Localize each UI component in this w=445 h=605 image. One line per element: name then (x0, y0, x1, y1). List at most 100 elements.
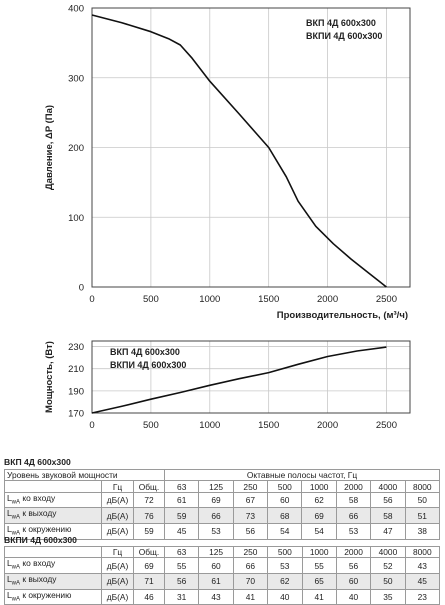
row-unit: дБ(А) (102, 492, 134, 508)
x-tick-label: 1500 (258, 420, 279, 431)
x-tick-label: 2500 (376, 294, 397, 305)
y-axis-label: Мощность, (Вт) (44, 341, 55, 413)
table-header-row: Уровень звуковой мощности Октавные полос… (5, 470, 440, 481)
table-cell: 23 (405, 589, 439, 605)
y-tick-label: 400 (68, 4, 84, 15)
series-line (92, 15, 386, 287)
table-cell: 56 (336, 558, 370, 574)
header-cell: 250 (233, 547, 267, 558)
table-cell: 56 (371, 492, 405, 508)
header-cell: 500 (268, 481, 302, 492)
row-label: LwA к выходу (5, 508, 102, 524)
y-axis-label: Давление, ΔP (Па) (44, 105, 55, 190)
table-cell: 59 (134, 524, 165, 540)
table-cell: 43 (199, 589, 233, 605)
row-label: LwA ко входу (5, 558, 102, 574)
table-cell: 70 (233, 574, 267, 590)
header-cell: 2000 (336, 481, 370, 492)
table-cell: 60 (268, 492, 302, 508)
table-cell: 66 (233, 558, 267, 574)
table-cell: 40 (336, 589, 370, 605)
y-tick-label: 190 (68, 386, 84, 397)
x-tick-label: 1000 (199, 294, 220, 305)
x-tick-label: 2000 (317, 294, 338, 305)
row-unit: дБ(А) (102, 508, 134, 524)
x-tick-label: 500 (143, 420, 159, 431)
header-cell: 4000 (371, 481, 405, 492)
header-sound-power: Уровень звуковой мощности (5, 470, 165, 481)
header-cell: 1000 (302, 547, 336, 558)
table-cell: 58 (336, 492, 370, 508)
table-cell: 69 (134, 558, 165, 574)
table-cell: 67 (233, 492, 267, 508)
y-tick-label: 210 (68, 364, 84, 375)
x-tick-label: 0 (89, 294, 94, 305)
header-cell: 63 (165, 547, 199, 558)
table-cell: 53 (336, 524, 370, 540)
table-title-vkpi: ВКПИ 4Д 600х300 (4, 535, 77, 545)
legend-entry: ВКПИ 4Д 600х300 (110, 360, 186, 370)
table-cell: 51 (405, 508, 439, 524)
y-tick-label: 200 (68, 143, 84, 154)
header-cell: 8000 (405, 481, 439, 492)
table-cell: 53 (199, 524, 233, 540)
x-tick-label: 1000 (199, 420, 220, 431)
legend-entry: ВКПИ 4Д 600х300 (306, 31, 382, 41)
table-cell: 69 (199, 492, 233, 508)
header-cell: Общ. (134, 481, 165, 492)
legend-entry: ВКП 4Д 600х300 (110, 347, 180, 357)
x-tick-label: 500 (143, 294, 159, 305)
table-cell: 35 (371, 589, 405, 605)
table-cell: 58 (371, 508, 405, 524)
y-tick-label: 300 (68, 73, 84, 84)
header-cell: 1000 (302, 481, 336, 492)
row-unit: дБ(А) (102, 589, 134, 605)
x-tick-label: 2000 (317, 420, 338, 431)
table-title-vkp: ВКП 4Д 600х300 (4, 457, 71, 467)
table-cell: 56 (165, 574, 199, 590)
x-tick-label: 1500 (258, 294, 279, 305)
table-cell: 31 (165, 589, 199, 605)
row-unit: дБ(А) (102, 574, 134, 590)
table-cell: 55 (165, 558, 199, 574)
table-cell: 71 (134, 574, 165, 590)
header-cell: 63 (165, 481, 199, 492)
table-cell: 55 (302, 558, 336, 574)
table-cell: 50 (405, 492, 439, 508)
header-cell: 8000 (405, 547, 439, 558)
x-axis-label: Производительность, (м³/ч) (277, 310, 408, 321)
table-cell: 59 (165, 508, 199, 524)
table-cell: 73 (233, 508, 267, 524)
header-cell (5, 547, 102, 558)
table-cell: 65 (302, 574, 336, 590)
table-cell: 61 (165, 492, 199, 508)
row-label: LwA к окружению (5, 589, 102, 605)
table-cell: 66 (336, 508, 370, 524)
table-cell: 45 (405, 574, 439, 590)
table-cell: 60 (336, 574, 370, 590)
table-cell: 50 (371, 574, 405, 590)
table-cell: 46 (134, 589, 165, 605)
table-cell: 72 (134, 492, 165, 508)
header-cell: Гц (102, 481, 134, 492)
table-cell: 54 (268, 524, 302, 540)
y-tick-label: 170 (68, 409, 84, 420)
header-cell: 2000 (336, 547, 370, 558)
table-cell: 56 (233, 524, 267, 540)
table-cell: 76 (134, 508, 165, 524)
y-tick-label: 0 (79, 283, 84, 294)
table-header-freq-row: Гц Общ. 63 125 250 500 1000 2000 4000 80… (5, 481, 440, 492)
table-cell: 38 (405, 524, 439, 540)
header-cell (5, 481, 102, 492)
table-cell: 61 (199, 574, 233, 590)
table-cell: 53 (268, 558, 302, 574)
header-cell: 125 (199, 547, 233, 558)
x-tick-label: 0 (89, 420, 94, 431)
table-cell: 68 (268, 508, 302, 524)
table-cell: 41 (233, 589, 267, 605)
